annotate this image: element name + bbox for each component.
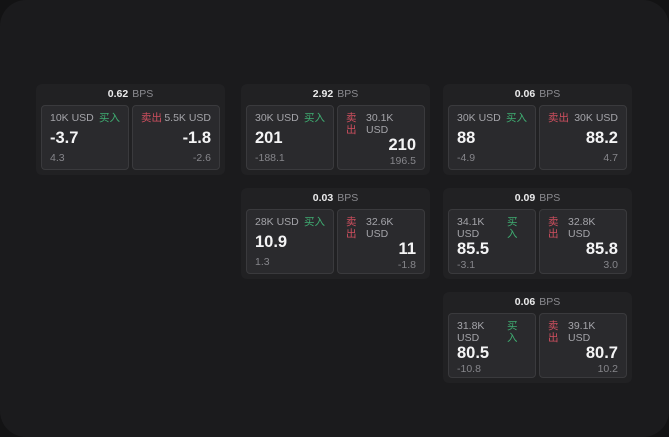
quote-card: 0.06 BPS 31.8K USD 买入 80.5 -10.8 卖出 39.1…: [443, 292, 632, 383]
buy-side-label: 买入: [507, 320, 518, 344]
sell-amount: 30.1K USD: [365, 112, 394, 136]
bps-value: 2.92: [312, 88, 334, 100]
sell-panel[interactable]: 卖出 39.1K USD 80.7 10.2: [539, 313, 627, 378]
sell-panel[interactable]: 卖出 30.1K USD 210 196.5: [337, 105, 425, 170]
sell-amount: 39.1K USD: [567, 320, 596, 344]
buy-sub-value: -3.1: [457, 259, 476, 271]
card-body: 30K USD 买入 88 -4.9 卖出 30K USD 88.2 4.7: [443, 104, 632, 175]
sell-side-label: 卖出: [548, 112, 569, 124]
buy-amount: 30K USD: [255, 112, 299, 124]
card-header: 0.06 BPS: [443, 292, 632, 312]
buy-amount: 34.1K USD: [457, 216, 485, 240]
sell-panel[interactable]: 卖出 32.6K USD 11 -1.8: [337, 209, 425, 274]
card-body: 10K USD 买入 -3.7 4.3 卖出 5.5K USD -1.8 -2.…: [36, 104, 225, 175]
bps-value: 0.62: [107, 88, 129, 100]
buy-sub-value: -10.8: [457, 363, 481, 375]
buy-amount: 31.8K USD: [457, 320, 485, 344]
sell-sub-value: -1.8: [397, 259, 416, 271]
sell-amount: 32.8K USD: [567, 216, 596, 240]
bps-value: 0.06: [514, 296, 536, 308]
sell-price: 11: [398, 240, 416, 258]
buy-price: 80.5: [457, 344, 490, 362]
card-header: 0.03 BPS: [241, 188, 430, 208]
sell-panel[interactable]: 卖出 5.5K USD -1.8 -2.6: [132, 105, 220, 170]
buy-side-label: 买入: [99, 112, 120, 124]
sell-sub-value: 4.7: [603, 152, 618, 164]
sell-sub-value: 196.5: [389, 155, 416, 167]
sell-amount: 30K USD: [574, 112, 618, 124]
quote-card: 0.06 BPS 30K USD 买入 88 -4.9 卖出 30K USD 8…: [443, 84, 632, 175]
card-header: 0.06 BPS: [443, 84, 632, 104]
quote-card: 0.09 BPS 34.1K USD 买入 85.5 -3.1 卖出 32.8K…: [443, 188, 632, 279]
buy-sub-value: 1.3: [255, 256, 270, 268]
buy-price: 10.9: [255, 232, 288, 251]
buy-price: 201: [255, 128, 283, 147]
buy-price: 85.5: [457, 240, 490, 258]
buy-sub-value: -188.1: [255, 152, 285, 164]
card-header: 2.92 BPS: [241, 84, 430, 104]
quote-card: 2.92 BPS 30K USD 买入 201 -188.1 卖出 30.1K …: [241, 84, 430, 175]
buy-panel[interactable]: 28K USD 买入 10.9 1.3: [246, 209, 334, 274]
buy-sub-value: 4.3: [50, 152, 65, 164]
sell-side-label: 卖出: [548, 320, 559, 344]
card-header: 0.62 BPS: [36, 84, 225, 104]
buy-panel[interactable]: 34.1K USD 买入 85.5 -3.1: [448, 209, 536, 274]
bps-unit-label: BPS: [132, 88, 154, 100]
quote-card: 0.62 BPS 10K USD 买入 -3.7 4.3 卖出 5.5K USD…: [36, 84, 225, 175]
sell-side-label: 卖出: [548, 216, 559, 240]
buy-side-label: 买入: [304, 112, 325, 124]
bps-value: 0.09: [514, 192, 536, 204]
buy-amount: 10K USD: [50, 112, 94, 124]
buy-price: -3.7: [50, 128, 79, 147]
bps-value: 0.03: [312, 192, 334, 204]
sell-side-label: 卖出: [141, 112, 162, 124]
sell-amount: 5.5K USD: [164, 112, 211, 124]
buy-side-label: 买入: [304, 216, 325, 228]
buy-amount: 28K USD: [255, 216, 299, 228]
sell-price: 210: [388, 136, 416, 154]
buy-panel[interactable]: 30K USD 买入 201 -188.1: [246, 105, 334, 170]
card-body: 31.8K USD 买入 80.5 -10.8 卖出 39.1K USD 80.…: [443, 312, 632, 383]
bps-value: 0.06: [514, 88, 536, 100]
sell-side-label: 卖出: [346, 112, 357, 136]
sell-price: 88.2: [585, 128, 618, 147]
buy-panel[interactable]: 31.8K USD 买入 80.5 -10.8: [448, 313, 536, 378]
sell-side-label: 卖出: [346, 216, 357, 240]
buy-panel[interactable]: 30K USD 买入 88 -4.9: [448, 105, 536, 170]
card-header: 0.09 BPS: [443, 188, 632, 208]
buy-price: 88: [457, 128, 476, 147]
sell-sub-value: -2.6: [192, 152, 211, 164]
buy-panel[interactable]: 10K USD 买入 -3.7 4.3: [41, 105, 129, 170]
quote-card: 0.03 BPS 28K USD 买入 10.9 1.3 卖出 32.6K US…: [241, 188, 430, 279]
sell-amount: 32.6K USD: [365, 216, 394, 240]
card-body: 34.1K USD 买入 85.5 -3.1 卖出 32.8K USD 85.8…: [443, 208, 632, 279]
sell-price: 85.8: [585, 240, 618, 258]
buy-sub-value: -4.9: [457, 152, 476, 164]
buy-side-label: 买入: [507, 216, 518, 240]
card-body: 30K USD 买入 201 -188.1 卖出 30.1K USD 210 1…: [241, 104, 430, 175]
bps-unit-label: BPS: [539, 192, 561, 204]
sell-sub-value: 10.2: [597, 363, 618, 375]
sell-panel[interactable]: 卖出 32.8K USD 85.8 3.0: [539, 209, 627, 274]
bps-unit-label: BPS: [337, 88, 359, 100]
buy-amount: 30K USD: [457, 112, 501, 124]
bps-unit-label: BPS: [337, 192, 359, 204]
sell-panel[interactable]: 卖出 30K USD 88.2 4.7: [539, 105, 627, 170]
sell-price: 80.7: [585, 344, 618, 362]
sell-sub-value: 3.0: [603, 259, 618, 271]
bps-unit-label: BPS: [539, 88, 561, 100]
sell-price: -1.8: [182, 128, 211, 147]
card-body: 28K USD 买入 10.9 1.3 卖出 32.6K USD 11 -1.8: [241, 208, 430, 279]
buy-side-label: 买入: [506, 112, 527, 124]
bps-unit-label: BPS: [539, 296, 561, 308]
